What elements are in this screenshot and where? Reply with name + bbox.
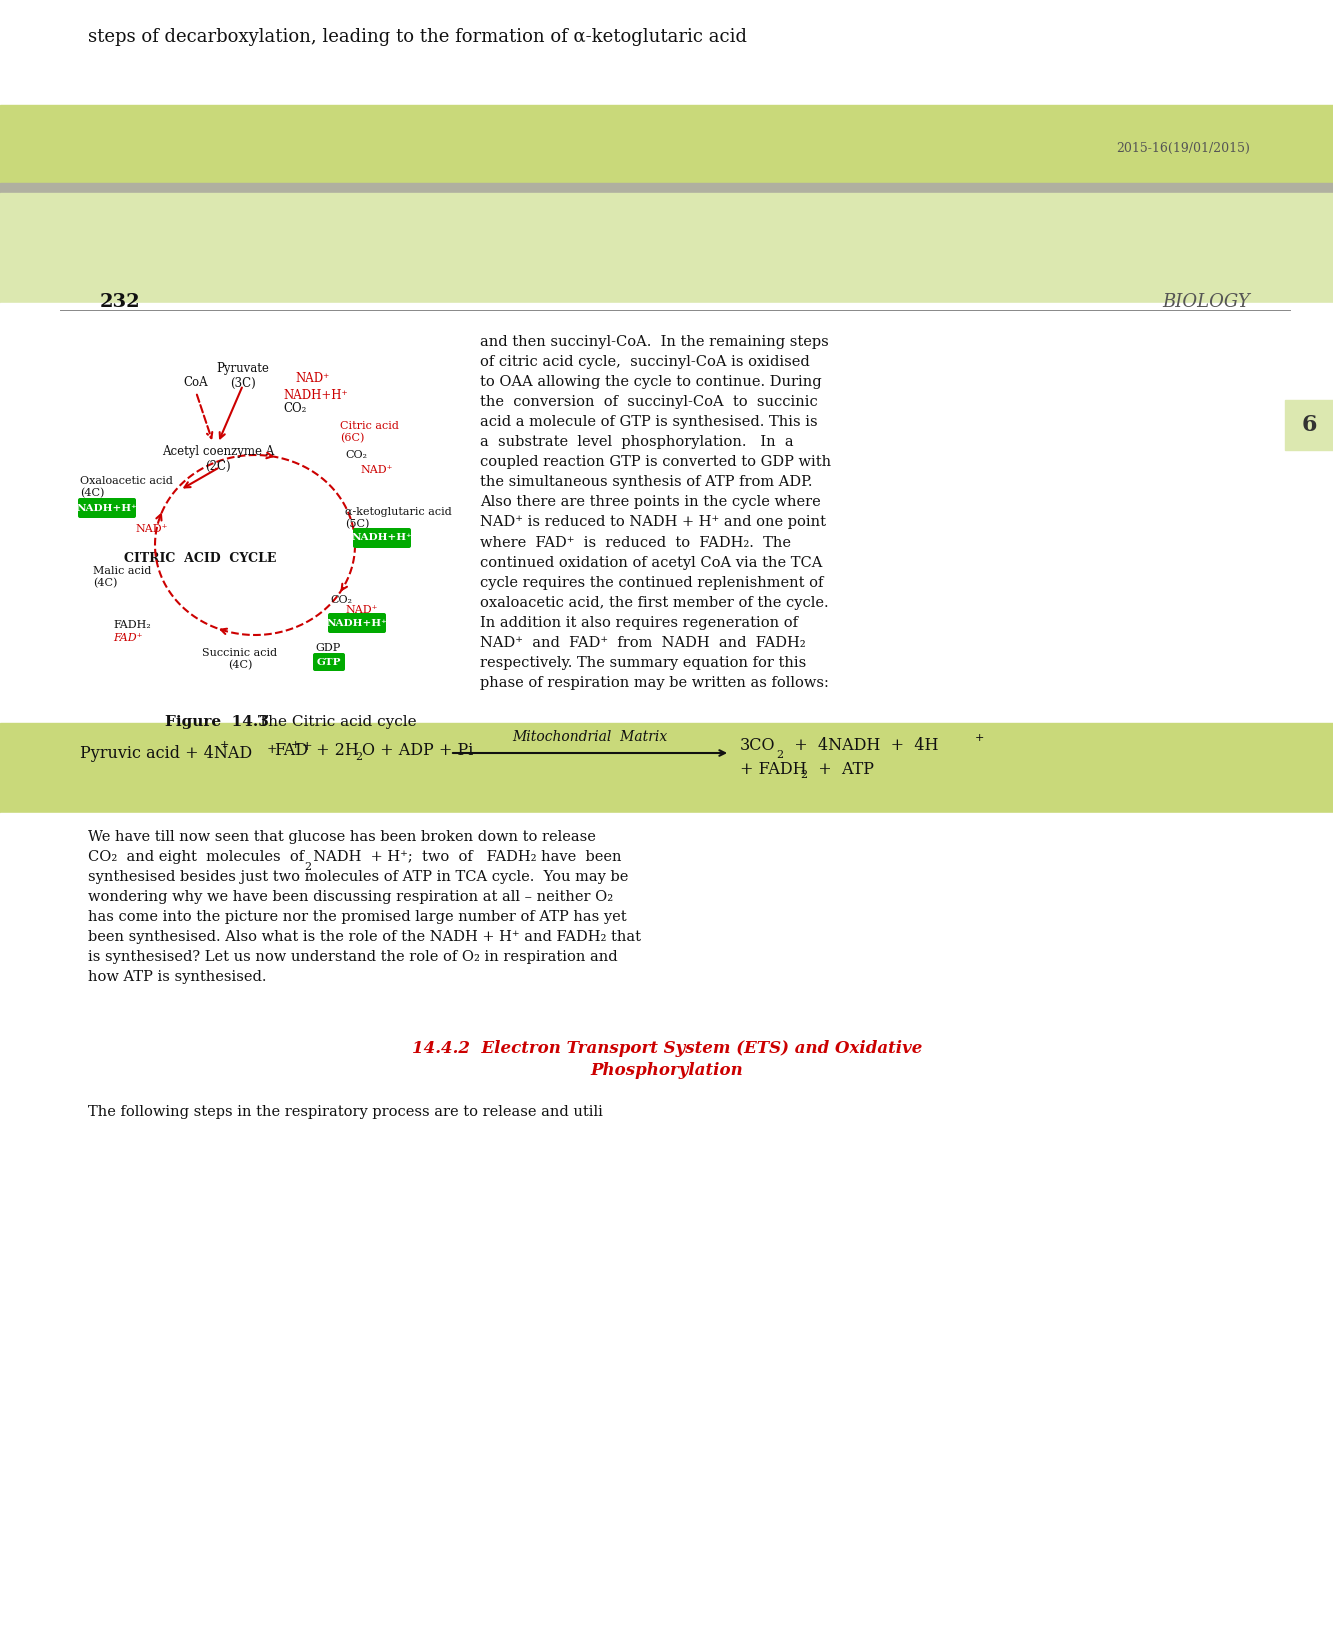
Text: 2: 2 (304, 863, 311, 872)
Text: NAD⁺: NAD⁺ (360, 466, 392, 476)
Bar (0, 813, 1333, 1646)
Text: +: + (974, 732, 984, 742)
Text: 3CO: 3CO (740, 736, 776, 754)
Text: O + ADP + Pi: O + ADP + Pi (363, 741, 473, 759)
Text: CO₂: CO₂ (331, 594, 352, 606)
Bar (0, 0, 1333, 105)
Text: + FADH: + FADH (740, 760, 806, 777)
Bar (1285, 400, 1333, 449)
Text: NAD⁺: NAD⁺ (135, 523, 168, 533)
FancyBboxPatch shape (313, 653, 345, 672)
Text: FADH₂: FADH₂ (113, 621, 151, 630)
FancyBboxPatch shape (353, 528, 411, 548)
Text: NADH+H⁺: NADH+H⁺ (283, 388, 348, 402)
Text: GDP: GDP (315, 644, 340, 653)
Text: NAD⁺: NAD⁺ (295, 372, 329, 385)
Text: 2: 2 (800, 770, 806, 780)
Text: +: + (220, 741, 229, 751)
Text: NADH+H⁺: NADH+H⁺ (77, 504, 137, 512)
Text: CO₂: CO₂ (283, 402, 307, 415)
Text: CoA: CoA (184, 375, 208, 388)
Text: CO₂: CO₂ (345, 449, 367, 459)
Text: GTP: GTP (317, 657, 341, 667)
Text: Acetyl coenzyme A
(2C): Acetyl coenzyme A (2C) (161, 444, 275, 472)
Text: + 2H: + 2H (311, 741, 359, 759)
Bar (0, 193, 1333, 303)
Text: +: + (267, 742, 277, 756)
Text: Citric acid
(6C): Citric acid (6C) (340, 421, 399, 443)
Text: BIOLOGY: BIOLOGY (1162, 293, 1250, 311)
Text: NADH+H⁺: NADH+H⁺ (327, 619, 388, 627)
Text: Pyruvate
(3C): Pyruvate (3C) (216, 362, 269, 390)
Text: The following steps in the respiratory process are to release and utili: The following steps in the respiratory p… (88, 1104, 603, 1119)
Text: steps of decarboxylation, leading to the formation of α-ketoglutaric acid: steps of decarboxylation, leading to the… (88, 28, 746, 46)
Text: Oxaloacetic acid
(4C): Oxaloacetic acid (4C) (80, 476, 173, 499)
Text: +: + (303, 739, 313, 752)
Text: Malic acid
(4C): Malic acid (4C) (93, 566, 152, 588)
Text: FAD: FAD (275, 741, 308, 759)
Text: Pyruvic acid + 4NAD: Pyruvic acid + 4NAD (80, 744, 252, 762)
Bar (0, 303, 1333, 723)
Text: +  4NADH  +  4H: + 4NADH + 4H (784, 736, 938, 754)
Text: 232: 232 (100, 293, 140, 311)
Text: and then succinyl-CoA.  In the remaining steps
of citric acid cycle,  succinyl-C: and then succinyl-CoA. In the remaining … (480, 336, 830, 690)
Text: 2: 2 (355, 752, 363, 762)
FancyBboxPatch shape (79, 499, 136, 518)
Bar (0, 183, 1333, 193)
Text: 2: 2 (776, 751, 782, 760)
Text: FAD⁺: FAD⁺ (113, 634, 143, 644)
Text: The Citric acid cycle: The Citric acid cycle (259, 714, 417, 729)
Text: NAD⁺: NAD⁺ (345, 606, 377, 616)
Text: +: + (291, 741, 300, 751)
Bar (0, 105, 1333, 183)
Text: 2015-16(19/01/2015): 2015-16(19/01/2015) (1116, 142, 1250, 155)
Text: Mitochondrial  Matrix: Mitochondrial Matrix (512, 729, 668, 744)
Text: NADH+H⁺: NADH+H⁺ (352, 533, 412, 543)
Text: +  ATP: + ATP (808, 760, 874, 777)
FancyBboxPatch shape (328, 612, 387, 634)
Text: Succinic acid
(4C): Succinic acid (4C) (203, 649, 277, 670)
Text: α-ketoglutaric acid
(5C): α-ketoglutaric acid (5C) (345, 507, 452, 528)
Text: 14.4.2  Electron Transport System (ETS) and Oxidative
Phosphorylation: 14.4.2 Electron Transport System (ETS) a… (412, 1040, 922, 1080)
Text: 6: 6 (1301, 415, 1317, 436)
Text: Figure  14.3: Figure 14.3 (165, 714, 269, 729)
Text: CITRIC  ACID  CYCLE: CITRIC ACID CYCLE (124, 551, 276, 565)
Bar (0, 723, 1333, 813)
Text: We have till now seen that glucose has been broken down to release
CO₂  and eigh: We have till now seen that glucose has b… (88, 830, 641, 984)
